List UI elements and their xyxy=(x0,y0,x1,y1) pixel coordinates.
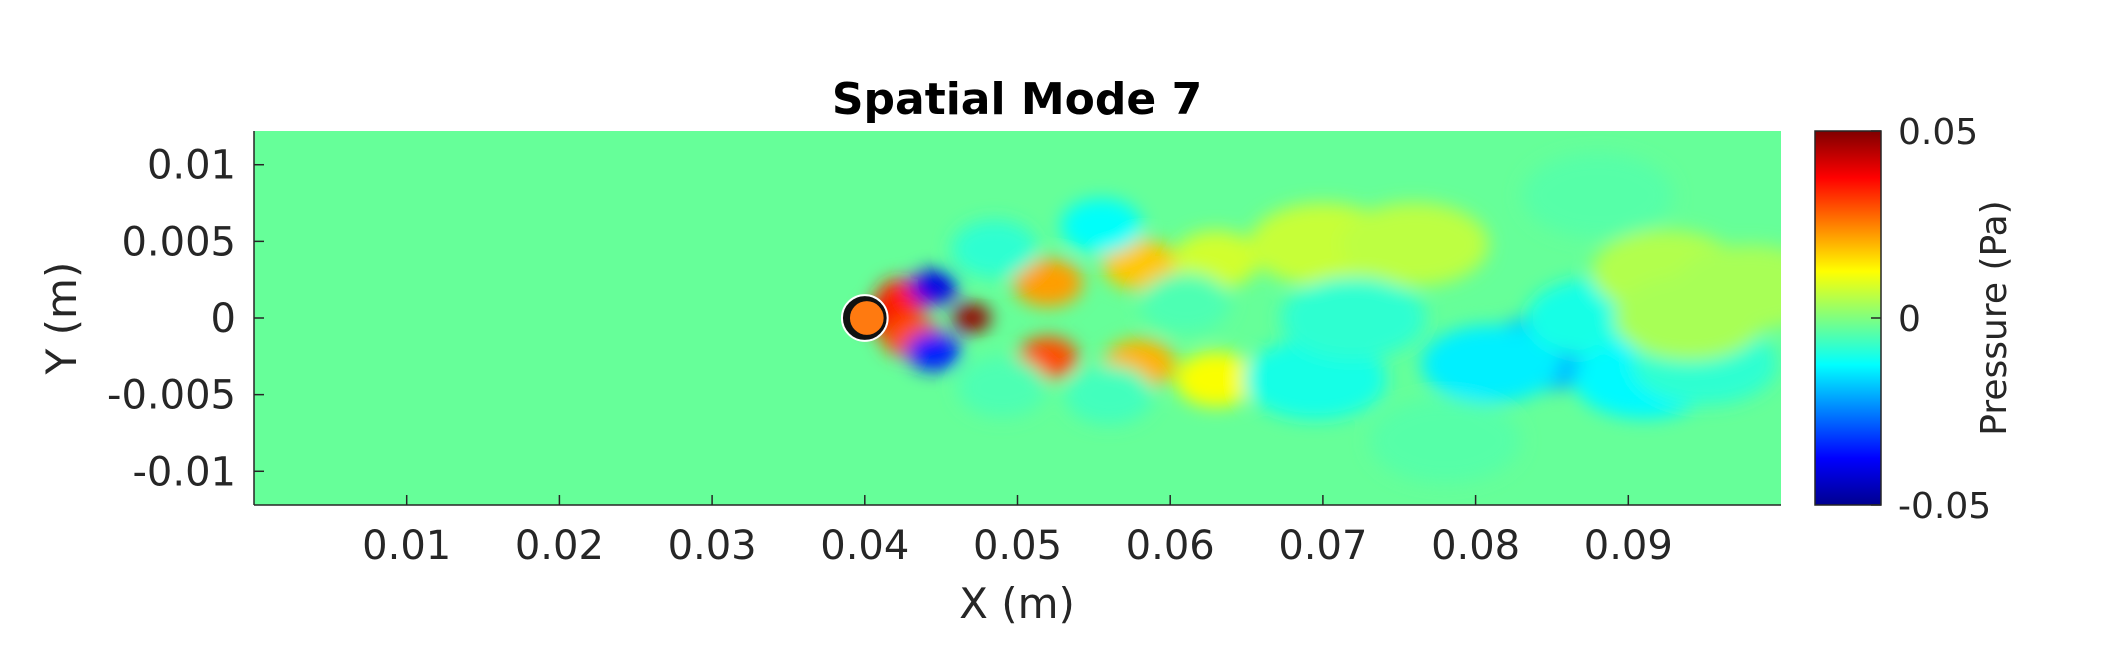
x-tick-label: 0.02 xyxy=(515,523,604,569)
field-blob xyxy=(1140,272,1231,333)
field-blob xyxy=(909,269,958,305)
pressure-field xyxy=(863,152,1781,484)
x-axis-label: X (m) xyxy=(959,579,1075,628)
field-blob xyxy=(1175,351,1257,407)
y-tick-label: 0 xyxy=(211,296,236,342)
field-blob xyxy=(1421,325,1561,403)
field-blob xyxy=(1674,244,1781,330)
field-blob xyxy=(1522,152,1674,238)
field-blob xyxy=(1340,202,1489,287)
cylinder-fill xyxy=(849,301,884,335)
x-tick-label: 0.04 xyxy=(820,523,909,569)
colorbar-label: Pressure (Pa) xyxy=(1974,200,2015,435)
x-tick-label: 0.01 xyxy=(362,523,451,569)
colorbar: 0.05 0 -0.05 Pressure (Pa) xyxy=(1814,112,2015,527)
y-tick-label: 0.01 xyxy=(147,143,236,189)
x-tick-label: 0.07 xyxy=(1278,523,1367,569)
field-blob xyxy=(951,219,1038,279)
field-blob xyxy=(1280,276,1427,360)
field-blob xyxy=(1060,198,1143,254)
field-blob xyxy=(906,332,961,372)
x-tick-label: 0.08 xyxy=(1431,523,1520,569)
colorbar-tick-label: 0 xyxy=(1898,299,1921,340)
field-blob xyxy=(952,303,991,333)
y-ticks: 0.01 0.005 0 -0.005 -0.01 xyxy=(107,143,264,495)
x-tick-label: 0.09 xyxy=(1584,523,1673,569)
chart-title: Spatial Mode 7 xyxy=(832,74,1202,125)
field-blob xyxy=(1064,364,1154,425)
field-blob xyxy=(1013,258,1083,307)
plot-area: 0.01 0.02 0.03 0.04 0.05 0.06 0.07 0.08 0.09 0.0… xyxy=(107,131,1781,569)
field-blob xyxy=(1102,238,1177,290)
field-blob xyxy=(1243,338,1388,420)
colorbar-tick-label: -0.05 xyxy=(1898,486,1991,527)
colorbar-gradient xyxy=(1814,130,1882,506)
field-blob xyxy=(957,356,1048,418)
x-tick-label: 0.06 xyxy=(1126,523,1215,569)
cylinder-obstacle xyxy=(840,294,889,342)
x-tick-label: 0.05 xyxy=(973,523,1062,569)
y-axis-label: Y (m) xyxy=(37,262,86,376)
y-tick-label: 0.005 xyxy=(121,219,236,265)
colorbar-ticks: 0.05 0 -0.05 xyxy=(1871,112,1991,527)
y-tick-label: -0.005 xyxy=(107,373,236,419)
field-blob xyxy=(1369,398,1521,484)
x-ticks: 0.01 0.02 0.03 0.04 0.05 0.06 0.07 0.08 0.09 xyxy=(362,495,1673,569)
colorbar-tick-label: 0.05 xyxy=(1898,112,1978,153)
x-tick-label: 0.03 xyxy=(668,523,757,569)
y-tick-label: -0.01 xyxy=(133,449,237,495)
